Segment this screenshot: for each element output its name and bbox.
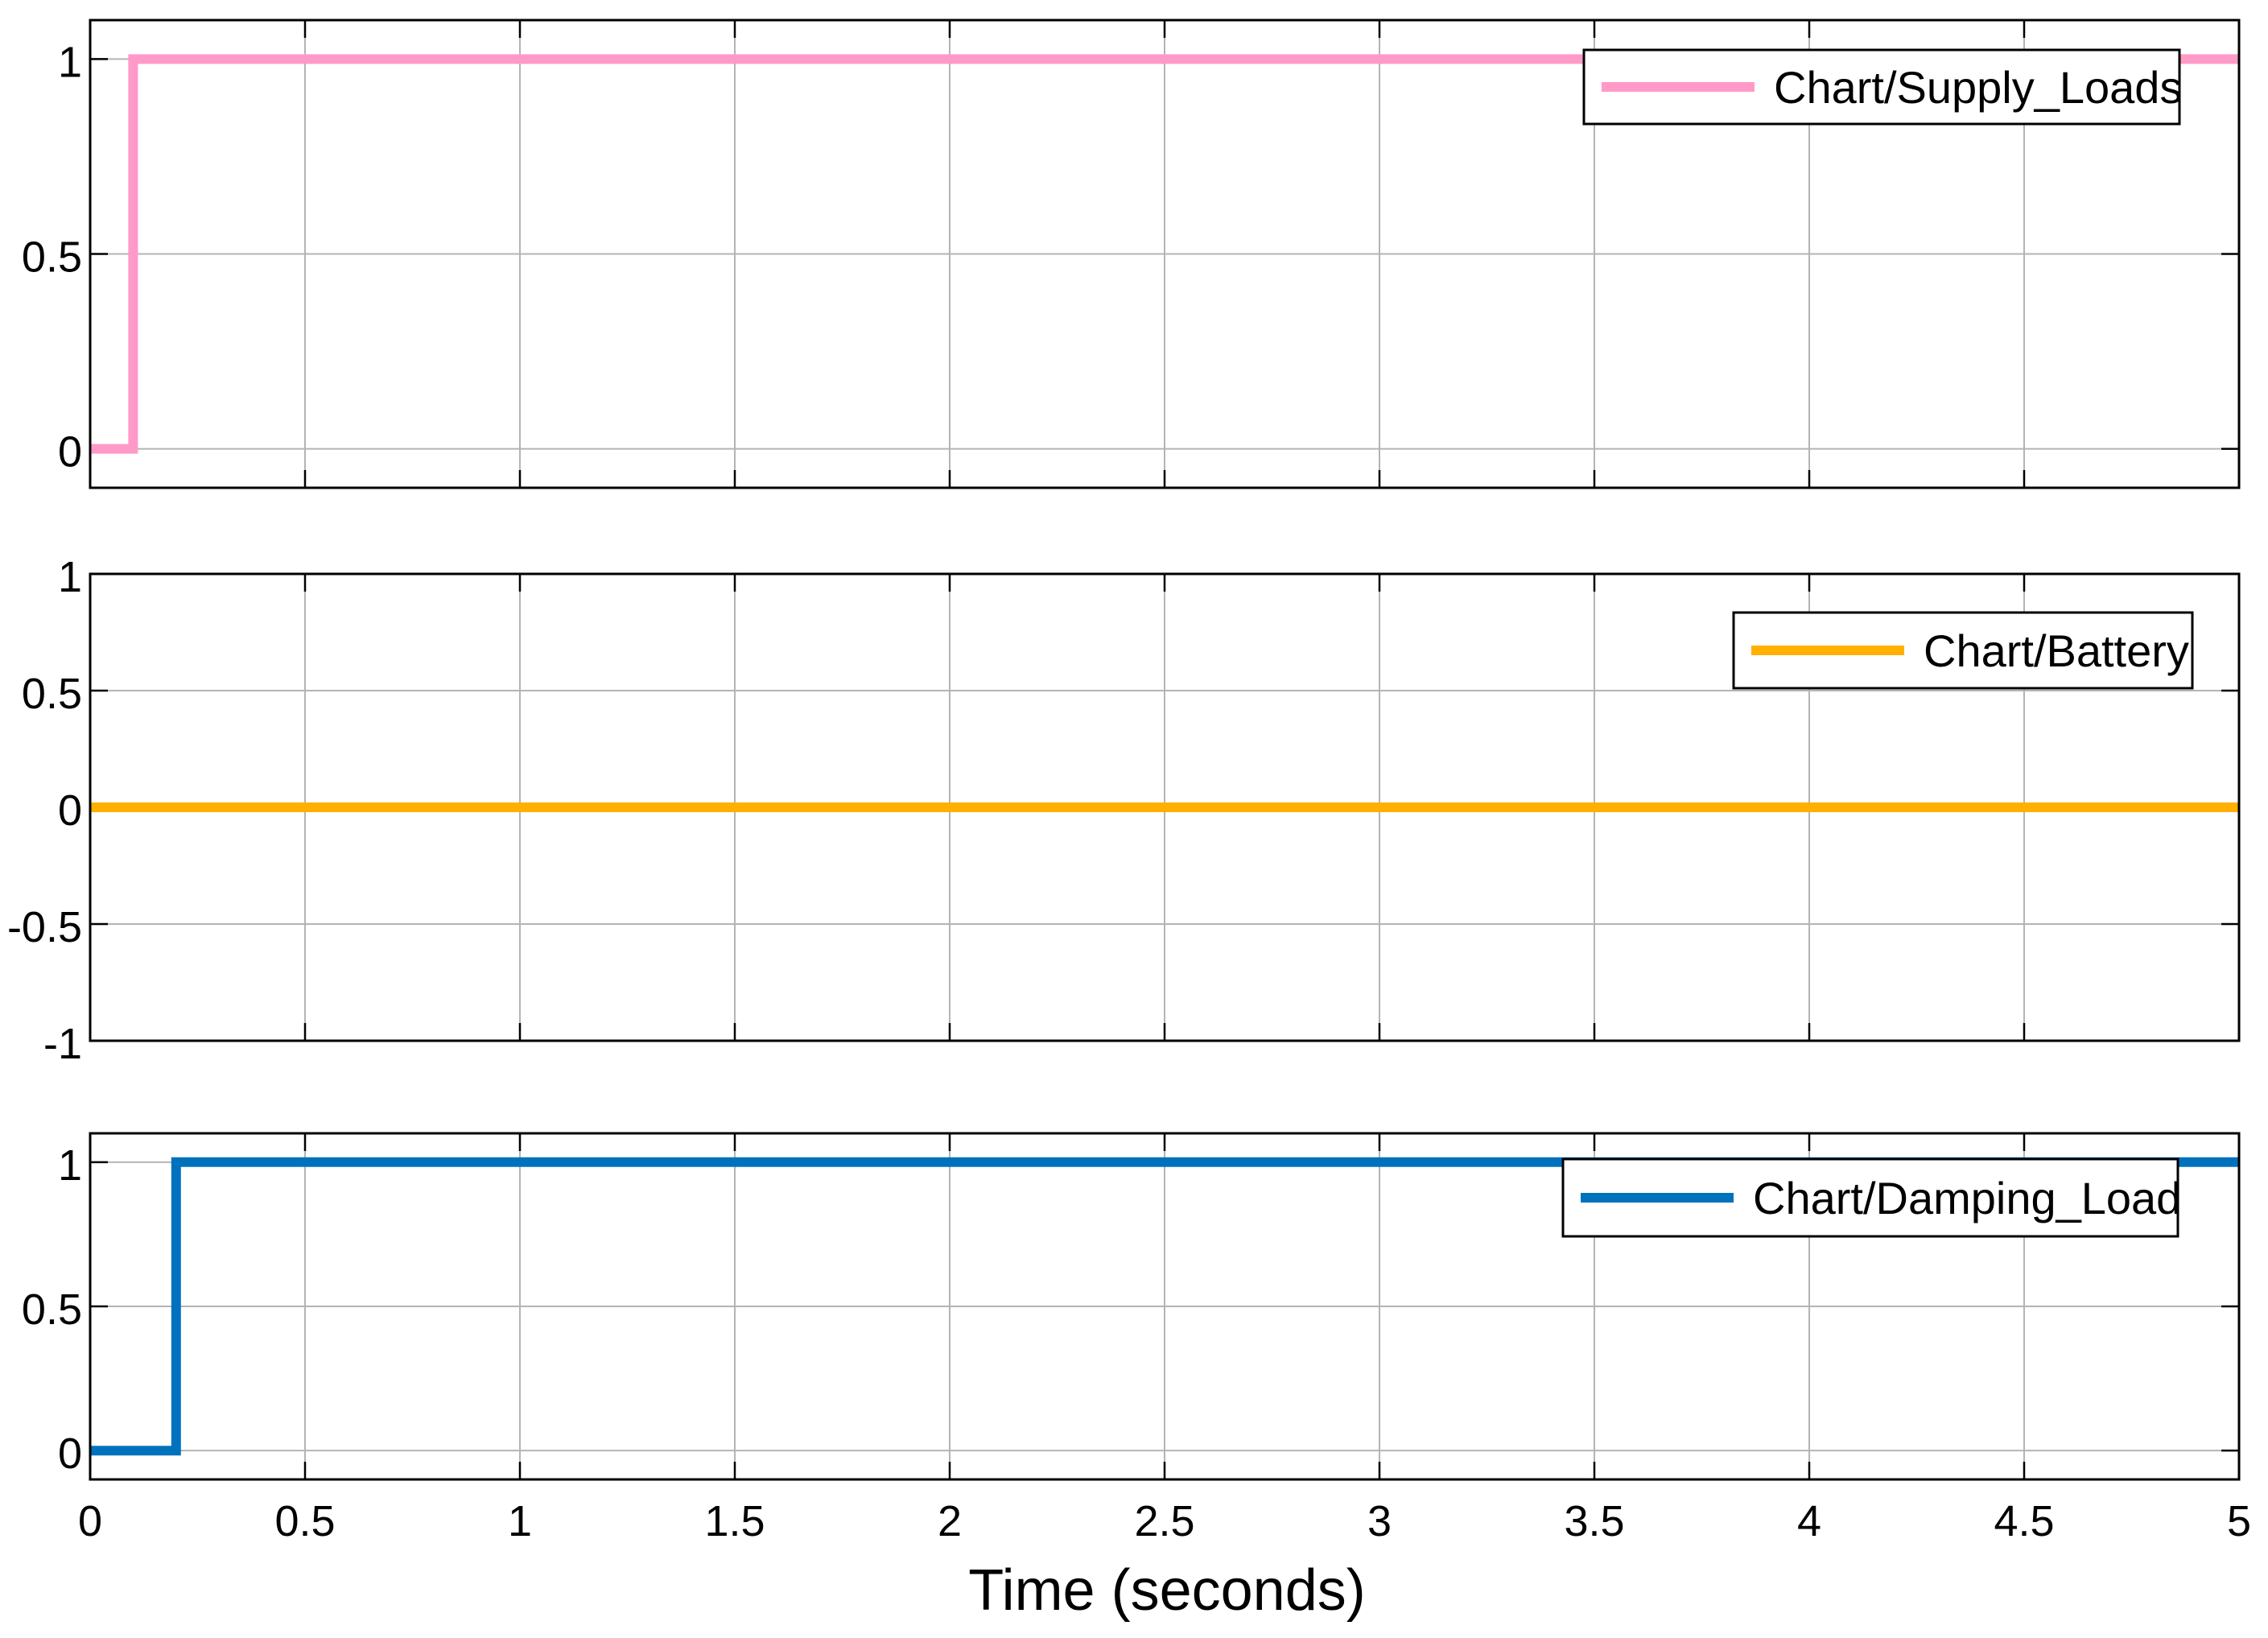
legend: Chart/Supply_Loads <box>1582 48 2182 126</box>
legend-label: Chart/Damping_Load <box>1753 1173 2181 1223</box>
y-tick-label: 1 <box>58 1141 82 1190</box>
y-tick-label: 1 <box>58 38 82 86</box>
y-tick-label: 1 <box>58 553 82 601</box>
x-tick-label: 3.5 <box>1564 1497 1624 1545</box>
y-tick-label: 0 <box>58 428 82 477</box>
x-tick-label: 2.5 <box>1134 1497 1194 1545</box>
y-tick-label: 0 <box>58 1430 82 1478</box>
y-tick-label: -1 <box>43 1020 82 1068</box>
x-tick-label: 1.5 <box>704 1497 765 1545</box>
y-tick-label: 0.5 <box>22 233 82 282</box>
axes-box <box>89 572 2241 1042</box>
subplots: 0 0.5 1 Chart/Supply_Loads -1 -0.5 0 0.5 1 Chart/… <box>7 19 2251 1545</box>
subplot-1: 0 0.5 1 Chart/Supply_Loads <box>22 19 2241 489</box>
x-tick-label: 4.5 <box>1994 1497 2054 1545</box>
series-line <box>90 54 2239 454</box>
x-tick-label: 2 <box>938 1497 962 1545</box>
x-tick-label: 5 <box>2227 1497 2251 1545</box>
legend: Chart/Battery <box>1732 611 2194 690</box>
y-tick-label: 0.5 <box>22 1285 82 1334</box>
legend-label: Chart/Supply_Loads <box>1774 62 2182 113</box>
x-axis-label: Time (seconds) <box>968 1558 1365 1623</box>
y-tick-label: -0.5 <box>7 903 82 951</box>
x-tick-label: 3 <box>1367 1497 1392 1545</box>
legend: Chart/Damping_Load <box>1561 1157 2181 1238</box>
y-tick-label: 0.5 <box>22 670 82 718</box>
series-line <box>90 1157 2239 1456</box>
x-tick-label: 4 <box>1797 1497 1821 1545</box>
x-tick-label: 1 <box>508 1497 532 1545</box>
axes-box <box>89 19 2241 489</box>
y-tick-label: 0 <box>58 786 82 835</box>
subplot-3: 0 0.5 1 0 0.5 1 1.5 2 2.5 3 3.5 4 4.5 5 Chart/Damping_… <box>22 1132 2251 1545</box>
legend-label: Chart/Battery <box>1924 625 2189 676</box>
axes-box <box>89 1132 2241 1481</box>
x-tick-label: 0.5 <box>274 1497 335 1545</box>
subplot-2: -1 -0.5 0 0.5 1 Chart/Battery <box>7 553 2241 1068</box>
x-tick-label: 0 <box>78 1497 102 1545</box>
